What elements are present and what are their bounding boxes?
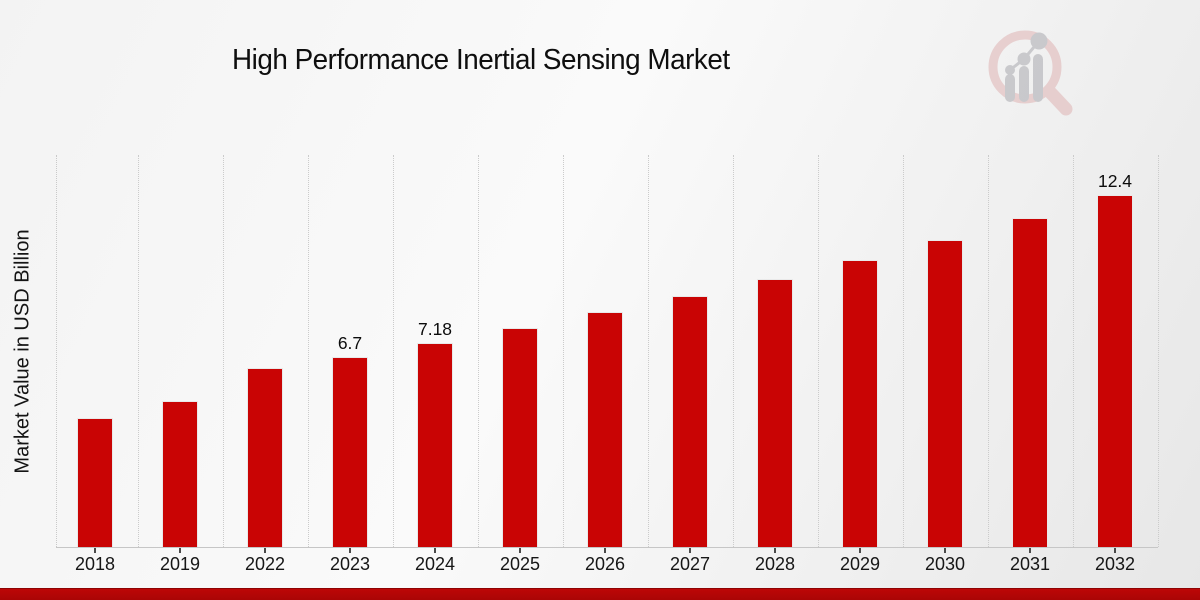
x-tick-label-2023: 2023 (329, 554, 371, 574)
x-tick-label-2024: 2024 (414, 554, 456, 574)
gridline (477, 155, 479, 547)
bar-2026 (587, 312, 623, 547)
x-tick-label-2030: 2030 (924, 554, 966, 574)
x-axis-tick (349, 548, 351, 553)
gridline (137, 155, 139, 547)
x-axis-tick (774, 548, 776, 553)
gridline (392, 155, 394, 547)
gridline (222, 155, 224, 547)
x-tick-label-2031: 2031 (1009, 554, 1051, 574)
bar-2028 (757, 279, 793, 547)
x-axis-tick (264, 548, 266, 553)
x-tick-label-2022: 2022 (244, 554, 286, 574)
gridline (1157, 155, 1159, 547)
x-tick-label-2027: 2027 (669, 554, 711, 574)
gridline (1072, 155, 1074, 547)
x-axis-tick (179, 548, 181, 553)
y-axis-line (56, 155, 57, 547)
bar-2018 (77, 418, 113, 547)
x-axis-tick (434, 548, 436, 553)
gridline (902, 155, 904, 547)
x-axis-tick (859, 548, 861, 553)
x-axis-line (56, 547, 1158, 548)
bar-2024 (417, 343, 453, 547)
bar-2022 (247, 368, 283, 547)
bar-2030 (927, 240, 963, 547)
x-axis-tick (519, 548, 521, 553)
x-tick-label-2029: 2029 (839, 554, 881, 574)
chart-title: High Performance Inertial Sensing Market (232, 44, 730, 76)
x-axis-tick (94, 548, 96, 553)
bar-2032 (1097, 195, 1133, 547)
gridline (817, 155, 819, 547)
x-axis-tick (689, 548, 691, 553)
x-axis-tick (604, 548, 606, 553)
x-axis-tick (944, 548, 946, 553)
bar-2031 (1012, 218, 1048, 547)
magnifier-bar-chart-logo-icon (988, 30, 1073, 116)
bar-2025 (502, 328, 538, 547)
bar-2023 (332, 357, 368, 547)
x-tick-label-2025: 2025 (499, 554, 541, 574)
bar-value-label-2023: 6.7 (337, 333, 363, 353)
x-tick-label-2026: 2026 (584, 554, 626, 574)
gridline (307, 155, 309, 547)
gridline (562, 155, 564, 547)
x-tick-label-2019: 2019 (159, 554, 201, 574)
bar-value-label-2032: 12.4 (1097, 171, 1133, 191)
gridline (647, 155, 649, 547)
gridline (987, 155, 989, 547)
gridline (732, 155, 734, 547)
x-tick-label-2018: 2018 (74, 554, 116, 574)
bar-2029 (842, 260, 878, 547)
footer-accent-band (0, 588, 1200, 600)
bar-2027 (672, 296, 708, 547)
x-axis-tick (1029, 548, 1031, 553)
x-tick-label-2032: 2032 (1094, 554, 1136, 574)
bar-2019 (162, 401, 198, 547)
y-axis-label: Market Value in USD Billion (11, 229, 34, 474)
x-axis-tick (1114, 548, 1116, 553)
bar-value-label-2024: 7.18 (417, 319, 453, 339)
x-tick-label-2028: 2028 (754, 554, 796, 574)
